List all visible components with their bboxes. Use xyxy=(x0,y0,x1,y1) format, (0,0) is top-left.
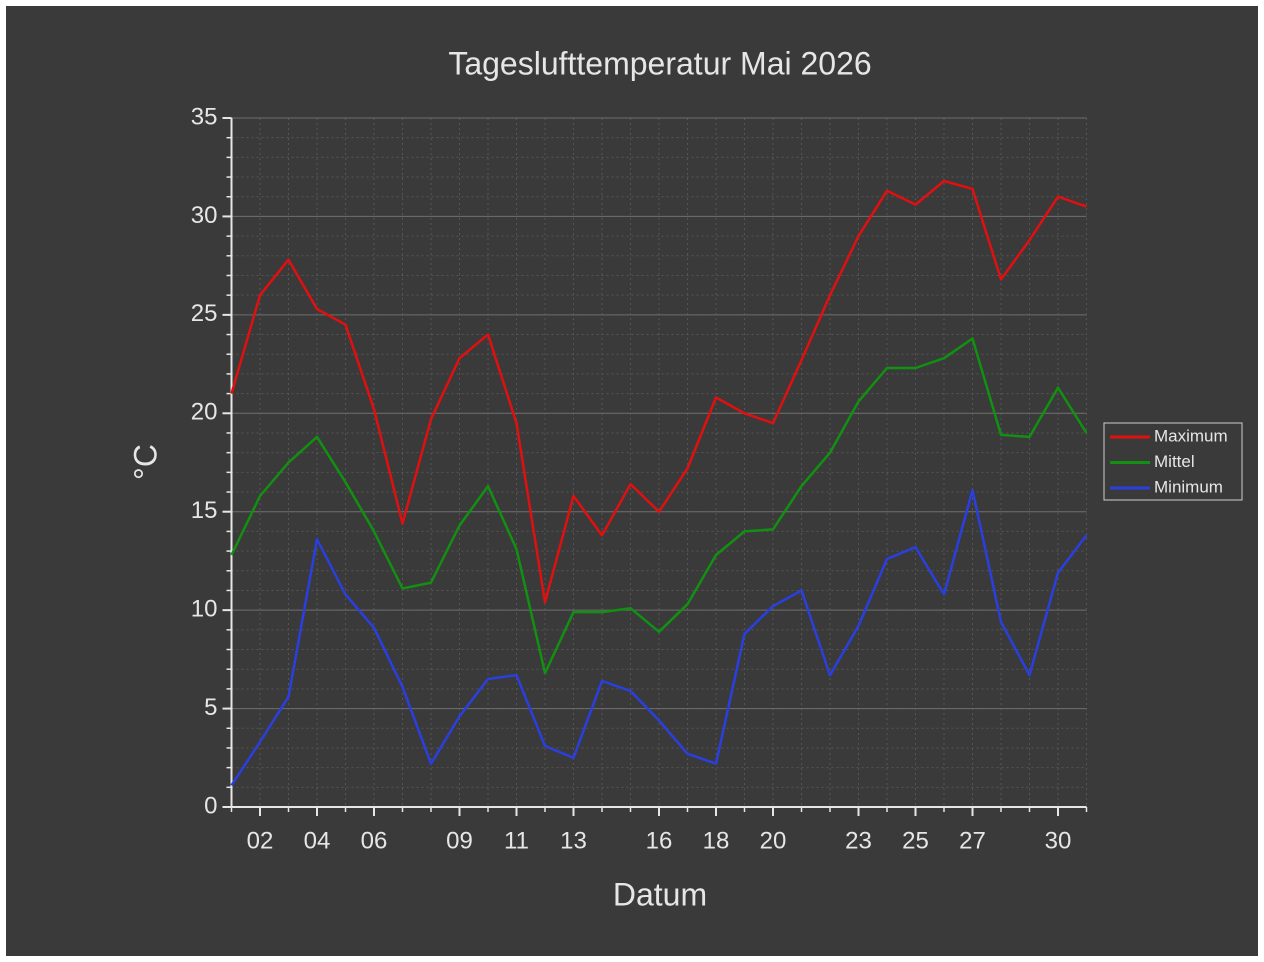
x-tick-label: 27 xyxy=(959,827,986,854)
x-tick-label: 16 xyxy=(646,827,673,854)
x-tick-label: 09 xyxy=(446,827,473,854)
y-tick-label: 5 xyxy=(204,694,217,721)
y-tick-label: 0 xyxy=(204,792,217,819)
x-tick-label: 30 xyxy=(1045,827,1072,854)
legend-label: Mittel xyxy=(1154,452,1195,471)
data-line xyxy=(230,337,1088,675)
background xyxy=(6,6,1258,956)
y-tick-label: 25 xyxy=(191,300,218,327)
x-tick-label: 06 xyxy=(361,827,388,854)
y-tick-label: 15 xyxy=(191,497,218,524)
x-tick-label: 18 xyxy=(703,827,730,854)
y-tick-label: 30 xyxy=(191,202,218,229)
data-line xyxy=(230,179,1087,604)
y-tick-label: 10 xyxy=(191,595,218,622)
chart-title: Tageslufttemperatur Mai 2026 xyxy=(448,45,871,81)
x-tick-label: 11 xyxy=(504,827,529,854)
y-tick-label: 35 xyxy=(191,103,218,130)
data-line xyxy=(230,488,1088,786)
y-axis-label: °C xyxy=(127,444,163,480)
legend-label: Maximum xyxy=(1154,426,1228,445)
y-tick-label: 20 xyxy=(191,399,218,426)
x-tick-label: 04 xyxy=(304,827,331,854)
x-tick-label: 13 xyxy=(560,827,587,854)
x-tick-label: 20 xyxy=(760,827,787,854)
x-tick-label: 23 xyxy=(845,827,872,854)
x-tick-label: 02 xyxy=(247,827,274,854)
legend-label: Minimum xyxy=(1154,477,1223,496)
x-tick-label: 25 xyxy=(902,827,929,854)
x-axis-label: Datum xyxy=(613,876,707,912)
